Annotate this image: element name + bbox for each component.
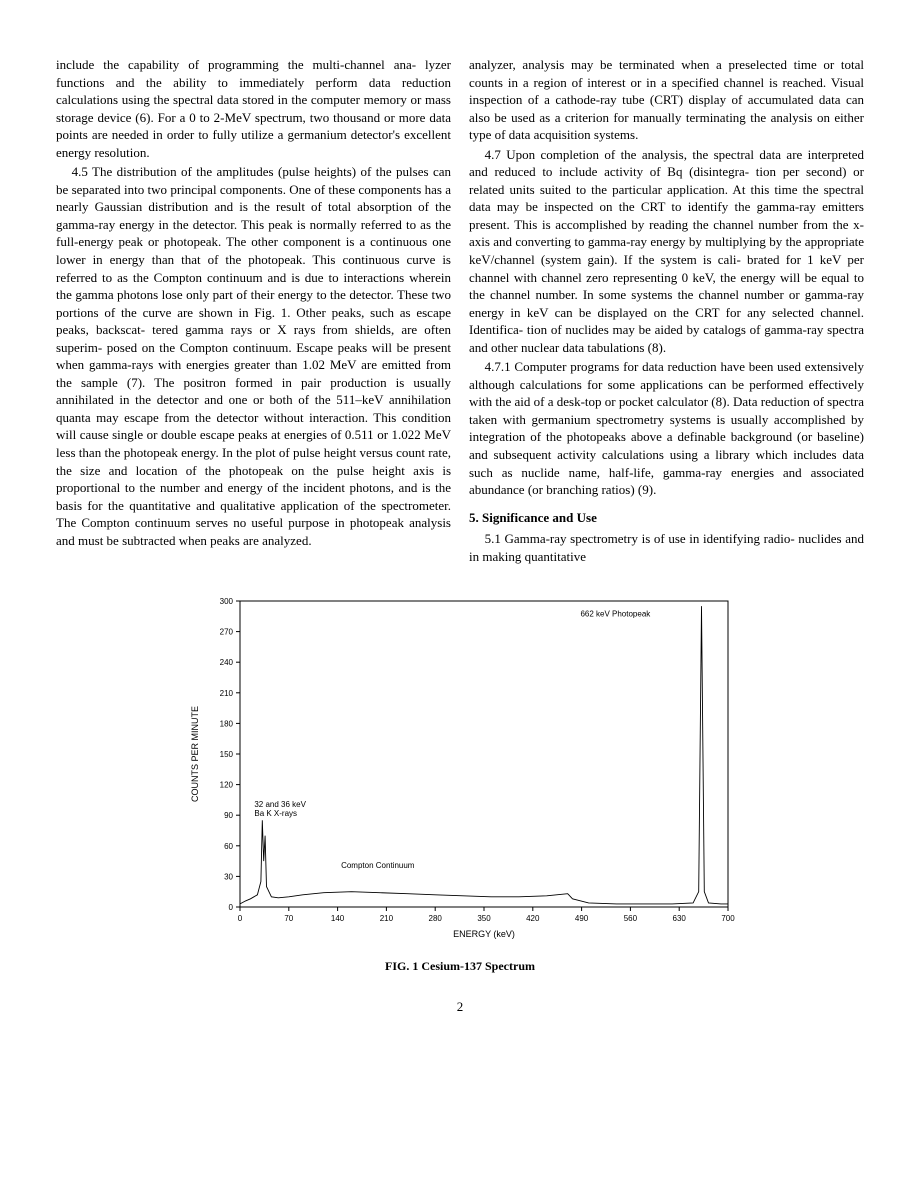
spectrum-chart: 0 30 60 90 120 150 180 210 240 270 300 0 70 140 210 280… bbox=[180, 591, 740, 951]
svg-text:140: 140 bbox=[331, 914, 345, 923]
svg-text:420: 420 bbox=[526, 914, 540, 923]
svg-text:90: 90 bbox=[224, 812, 233, 821]
svg-text:Compton Continuum: Compton Continuum bbox=[341, 862, 415, 871]
paragraph-4-6-continued: analyzer, analysis may be terminated whe… bbox=[469, 56, 864, 144]
svg-text:ENERGY (keV): ENERGY (keV) bbox=[453, 929, 515, 939]
svg-text:150: 150 bbox=[220, 750, 234, 759]
svg-text:0: 0 bbox=[238, 914, 243, 923]
page-number: 2 bbox=[56, 998, 864, 1016]
svg-text:120: 120 bbox=[220, 781, 234, 790]
svg-text:60: 60 bbox=[224, 842, 233, 851]
svg-text:662 keV Photopeak: 662 keV Photopeak bbox=[580, 610, 651, 619]
paragraph-5-1: 5.1 Gamma-ray spectrometry is of use in … bbox=[469, 530, 864, 565]
paragraph-4-5: 4.5 The distribution of the amplitudes (… bbox=[56, 163, 451, 549]
svg-text:560: 560 bbox=[624, 914, 638, 923]
svg-text:Ba K X-rays: Ba K X-rays bbox=[254, 809, 297, 818]
paragraph-4-7: 4.7 Upon completion of the analysis, the… bbox=[469, 146, 864, 357]
figure-1-caption: FIG. 1 Cesium-137 Spectrum bbox=[180, 958, 740, 974]
svg-text:280: 280 bbox=[429, 914, 443, 923]
svg-text:270: 270 bbox=[220, 628, 234, 637]
right-column: analyzer, analysis may be terminated whe… bbox=[469, 56, 864, 567]
section-5-heading: 5. Significance and Use bbox=[469, 509, 864, 527]
svg-text:0: 0 bbox=[229, 903, 234, 912]
two-column-layout: include the capability of programming th… bbox=[56, 56, 864, 567]
left-column: include the capability of programming th… bbox=[56, 56, 451, 567]
paragraph-4-continued: include the capability of programming th… bbox=[56, 56, 451, 161]
svg-text:300: 300 bbox=[220, 597, 234, 606]
figure-1: 0 30 60 90 120 150 180 210 240 270 300 0 70 140 210 280… bbox=[180, 591, 740, 974]
svg-text:490: 490 bbox=[575, 914, 589, 923]
svg-text:240: 240 bbox=[220, 659, 234, 668]
svg-text:180: 180 bbox=[220, 720, 234, 729]
svg-text:210: 210 bbox=[380, 914, 394, 923]
svg-text:32 and 36 keV: 32 and 36 keV bbox=[254, 800, 306, 809]
svg-text:630: 630 bbox=[673, 914, 687, 923]
svg-text:70: 70 bbox=[284, 914, 293, 923]
svg-text:210: 210 bbox=[220, 689, 234, 698]
paragraph-4-7-1: 4.7.1 Computer programs for data reducti… bbox=[469, 358, 864, 498]
svg-text:350: 350 bbox=[477, 914, 491, 923]
svg-text:COUNTS PER MINUTE: COUNTS PER MINUTE bbox=[190, 706, 200, 802]
svg-text:30: 30 bbox=[224, 873, 233, 882]
svg-text:700: 700 bbox=[721, 914, 735, 923]
